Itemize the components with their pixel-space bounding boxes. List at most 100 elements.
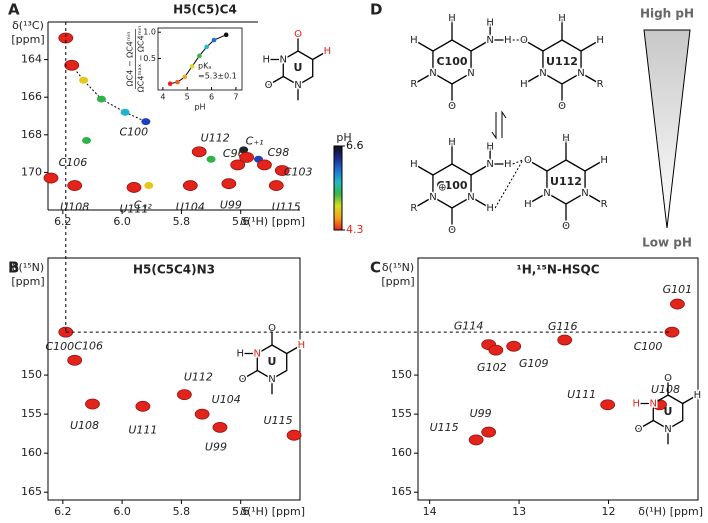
atom-label: O bbox=[520, 35, 528, 46]
structure-name: U bbox=[294, 61, 303, 74]
x-tick-label: 5.6 bbox=[232, 505, 250, 518]
y-tick-label: 170 bbox=[21, 165, 42, 178]
peak bbox=[488, 344, 504, 356]
point bbox=[223, 32, 229, 38]
atom-label: H bbox=[600, 155, 608, 166]
atom-label: H bbox=[520, 79, 528, 90]
peak-label: C100 bbox=[634, 340, 663, 353]
equilibrium-arrow bbox=[501, 110, 507, 138]
trajectory bbox=[71, 64, 147, 123]
atom-label: N bbox=[486, 159, 493, 170]
y-axis-label: ΩC4 − ΩC4ᵐⁱⁿ bbox=[126, 32, 135, 87]
panel-letter: B bbox=[8, 259, 19, 277]
atom-label: H bbox=[504, 159, 512, 170]
h-bond bbox=[512, 159, 524, 165]
peak-label: U99 bbox=[470, 407, 492, 420]
y-tick-label: 0.5 bbox=[143, 54, 156, 63]
bond bbox=[523, 72, 544, 85]
y-tick-label: 150 bbox=[391, 368, 412, 381]
x-tick-label: 4 bbox=[160, 93, 165, 102]
y-tick-label: 155 bbox=[21, 407, 42, 420]
x-tick-label: 7 bbox=[233, 93, 238, 102]
atom-label: H bbox=[448, 13, 456, 24]
atom-label: H bbox=[562, 133, 570, 144]
peak-label: G102 bbox=[477, 361, 507, 374]
ph-high: High pH bbox=[640, 7, 694, 21]
peak bbox=[221, 178, 237, 190]
y-tick-label: 1.0 bbox=[143, 28, 156, 37]
bond bbox=[527, 159, 548, 172]
atom-label: H bbox=[633, 399, 641, 410]
peak bbox=[64, 59, 80, 71]
peak bbox=[126, 182, 142, 193]
peak-label: C₊₁ bbox=[246, 134, 264, 147]
atom-label: N bbox=[486, 35, 493, 46]
peak bbox=[670, 298, 685, 310]
atom-label: R bbox=[410, 203, 417, 214]
peak-label: U104 bbox=[212, 393, 241, 406]
bond bbox=[470, 196, 491, 209]
y-axis-label: δ(¹⁵N) bbox=[12, 261, 44, 274]
x-tick-label: 5 bbox=[185, 93, 190, 102]
atom-label: H bbox=[298, 340, 306, 351]
x-tick-label: 6.2 bbox=[54, 505, 72, 518]
y-axis-label: ΩC4ᵐᵃˣ − ΩC4ᵐⁱⁿ bbox=[137, 26, 146, 93]
atom-label: N bbox=[581, 188, 588, 199]
y-tick-label: 165 bbox=[391, 485, 412, 498]
plot-title: ¹H,¹⁵N-HSQC bbox=[516, 263, 599, 277]
peak bbox=[144, 182, 154, 190]
peak bbox=[268, 180, 284, 191]
peak-label: U108 bbox=[60, 201, 89, 214]
peak bbox=[67, 354, 83, 366]
structure-name: U bbox=[268, 355, 277, 368]
atom-label: O bbox=[265, 80, 273, 91]
bond bbox=[413, 163, 434, 176]
bond bbox=[286, 344, 302, 355]
atom-label: H bbox=[596, 35, 604, 46]
atom-label: O bbox=[239, 374, 247, 385]
inset-frame bbox=[157, 27, 243, 91]
annotation: =5.3±0.1 bbox=[198, 72, 237, 81]
bond bbox=[638, 419, 654, 430]
bond bbox=[268, 75, 284, 86]
peak-label: G101 bbox=[663, 283, 693, 296]
peak bbox=[230, 159, 246, 171]
bond bbox=[242, 369, 258, 380]
peak bbox=[120, 108, 130, 116]
peak-label: U108 bbox=[70, 419, 99, 432]
x-axis-label: pH bbox=[194, 103, 205, 112]
atom-label: N bbox=[577, 68, 584, 79]
bond bbox=[413, 72, 434, 85]
peak-label: C100 bbox=[45, 340, 74, 353]
plot-title: H5(C5C4)N3 bbox=[133, 263, 215, 277]
atom-label: O bbox=[635, 424, 643, 435]
x-axis-label: δ(¹H) [ppm] bbox=[240, 505, 305, 518]
y-tick-label: 166 bbox=[21, 90, 42, 103]
peak bbox=[82, 136, 92, 144]
structure-name: C100 bbox=[436, 179, 467, 192]
peak bbox=[43, 172, 59, 184]
structure-name: U bbox=[664, 405, 673, 418]
panel-letter: C bbox=[370, 259, 381, 277]
peak-label: U99 bbox=[220, 199, 242, 212]
plot-frame bbox=[417, 257, 699, 501]
annotation: pKₐ bbox=[198, 62, 211, 71]
peak bbox=[274, 165, 290, 176]
bond bbox=[470, 163, 491, 176]
atom-label: O bbox=[268, 323, 276, 334]
plot-title: H5(C5)C4 bbox=[173, 3, 237, 17]
atom-label: H bbox=[486, 141, 494, 152]
colorbar-tick-label: 6.6 bbox=[346, 139, 364, 152]
atom-label: H bbox=[237, 349, 245, 360]
peak-label: C106 bbox=[59, 156, 88, 169]
atom-label: O bbox=[524, 155, 532, 166]
y-tick-label: 150 bbox=[21, 368, 42, 381]
atom-label: H bbox=[410, 35, 418, 46]
point bbox=[175, 79, 180, 85]
y-axis-label: δ(¹³C) bbox=[12, 19, 44, 32]
